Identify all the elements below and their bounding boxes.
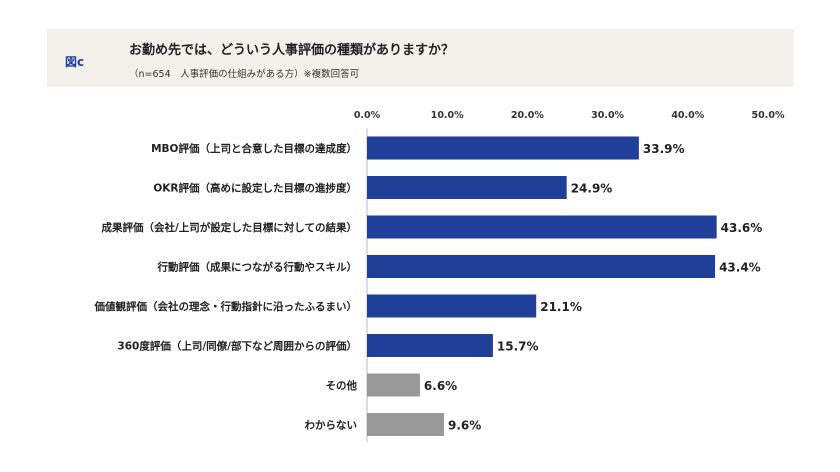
chart-title: お勤め先では、どういう人事評価の種類がありますか？	[129, 43, 455, 58]
data-label: 43.4%	[719, 261, 761, 275]
category-label: OKR評価（高めに設定した目標の進捗度）	[153, 182, 357, 195]
bar	[367, 136, 639, 160]
bar	[367, 373, 420, 397]
bar	[367, 413, 444, 436]
x-tick-label: 50.0%	[752, 110, 785, 121]
x-tick-label: 10.0%	[431, 110, 464, 121]
category-label: MBO評価（上司と合意した目標の達成度）	[151, 142, 357, 155]
bar	[367, 215, 717, 239]
bar	[367, 334, 493, 357]
x-tick-label: 30.0%	[591, 110, 624, 121]
category-label: わからない	[305, 420, 358, 432]
data-label: 15.7%	[497, 340, 539, 354]
chart-header: 図c お勤め先では、どういう人事評価の種類がありますか？ （n=654 人事評価…	[47, 29, 794, 87]
data-label: 33.9%	[643, 142, 685, 156]
bar	[367, 176, 567, 199]
data-label: 6.6%	[424, 379, 457, 393]
category-label: 成果評価（会社/上司が設定した目標に対しての結果）	[101, 221, 357, 234]
data-label: 9.6%	[448, 419, 481, 433]
chart-subtitle: （n=654 人事評価の仕組みがある方）※複数回答可	[129, 69, 360, 80]
category-label: 行動評価（成果につながる行動やスキル）	[157, 261, 358, 274]
category-label: その他	[326, 379, 358, 392]
category-label: 価値観評価（会社の理念・行動指針に沿ったふるまい）	[94, 300, 358, 313]
data-label: 21.1%	[540, 300, 582, 314]
bar	[367, 294, 537, 318]
x-tick-label: 20.0%	[511, 110, 544, 121]
figure-label: 図c	[65, 55, 85, 69]
data-label: 43.6%	[721, 221, 763, 235]
bar	[367, 255, 716, 278]
x-tick-label: 40.0%	[671, 110, 704, 121]
category-label: 360度評価（上司/同僚/部下など周囲からの評価）	[117, 340, 357, 353]
data-label: 24.9%	[571, 182, 613, 196]
x-tick-label: 0.0%	[354, 110, 381, 121]
